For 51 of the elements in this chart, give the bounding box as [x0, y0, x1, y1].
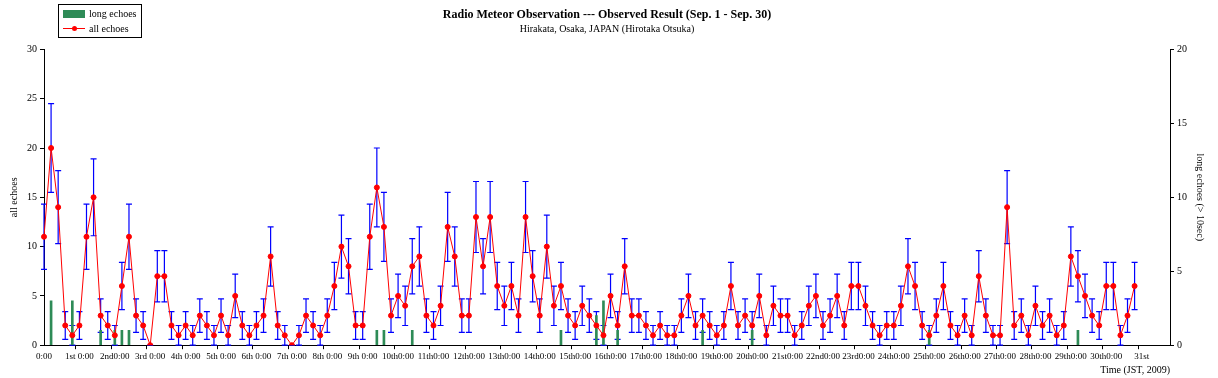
x-tick-label: 19th0:00 — [700, 350, 734, 361]
x-tick-label: 31st — [1134, 350, 1150, 361]
y-tick-label: 10 — [27, 240, 37, 252]
x-tick-label: 16th0:00 — [594, 350, 628, 361]
x-tick-label: 25th0:00 — [913, 350, 946, 361]
chart-subtitle: Hirakata, Osaka, JAPAN (Hirotaka Otsuka) — [519, 23, 695, 36]
x-tick-label: 2nd0:00 — [100, 350, 131, 361]
x-tick-label: 22nd0:00 — [805, 350, 841, 361]
x-tick-label: 20th0:00 — [736, 350, 769, 361]
x-tick-label: 14th0:00 — [523, 350, 557, 361]
x-tick-label: 29th0:00 — [1054, 350, 1088, 361]
y-tick-label: 20 — [27, 141, 37, 153]
x-tick-label: 28th0:00 — [1019, 350, 1052, 361]
y2-axis-title: long echoes (> 10sec) — [1194, 153, 1207, 242]
x-tick-label: 3rd 0:00 — [135, 350, 166, 361]
x-tick-label: 30th0:00 — [1090, 350, 1123, 361]
y-tick-label: 30 — [27, 43, 37, 55]
y2-tick-label: 15 — [1177, 116, 1187, 128]
legend-label: all echoes — [89, 23, 129, 34]
x-tick-label: 6th 0:00 — [241, 350, 272, 361]
x-tick-label: 8th 0:00 — [312, 350, 343, 361]
x-tick-label: 13th0:00 — [488, 350, 521, 361]
y-axis-title: all echoes — [7, 177, 19, 218]
x-tick-label: 17th0:00 — [629, 350, 663, 361]
x-tick-label: 9th 0:00 — [347, 350, 379, 361]
x-tick-label: 11th0:00 — [417, 350, 450, 361]
x-tick-label: 10th0:00 — [382, 350, 415, 361]
x-tick-label: 1st 0:00 — [65, 350, 95, 361]
x-tick-label: 24th0:00 — [877, 350, 911, 361]
x-tick-label: 4th 0:00 — [170, 350, 201, 361]
x-tick-label: 5th 0:00 — [206, 350, 237, 361]
chart-title: Radio Meteor Observation --- Observed Result (Sep. 1 - Sep. 30) — [442, 7, 772, 22]
y-tick-label: 0 — [32, 338, 37, 350]
y2-tick-label: 20 — [1177, 43, 1187, 55]
x-tick-label: 21st0:00 — [772, 350, 804, 361]
x-axis-title: Time (JST, 2009) — [1100, 363, 1170, 376]
x-tick-label: 7th 0:00 — [276, 350, 308, 361]
y-tick-label: 25 — [27, 92, 37, 104]
x-tick-label: 27th0:00 — [984, 350, 1017, 361]
x-tick-label: 23rd0:00 — [842, 350, 876, 361]
x-tick-label: 26th0:00 — [948, 350, 982, 361]
y-tick-label: 15 — [27, 190, 37, 202]
legend-label: long echoes — [89, 8, 137, 19]
x-tick-label: 18th0:00 — [665, 350, 698, 361]
x-tick-label: 15th0:00 — [559, 350, 592, 361]
y2-tick-label: 10 — [1177, 190, 1187, 202]
x-tick-label: 12th0:00 — [452, 350, 486, 361]
y-tick-label: 5 — [32, 289, 37, 301]
x-tick-label: 0:00 — [35, 350, 53, 361]
y2-tick-label: 0 — [1177, 338, 1182, 350]
y2-tick-label: 5 — [1177, 264, 1182, 276]
